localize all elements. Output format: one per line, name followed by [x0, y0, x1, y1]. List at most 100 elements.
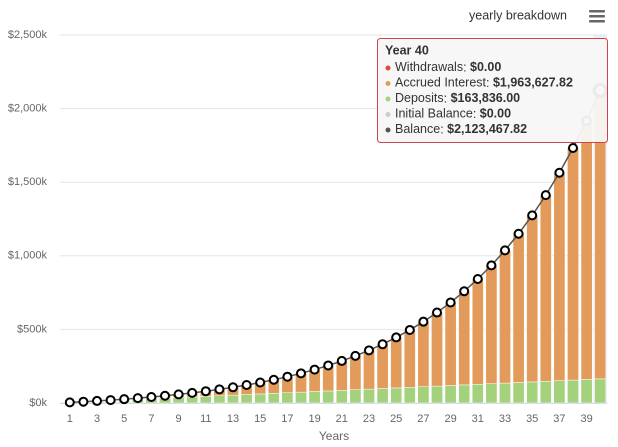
bar-segment: [553, 380, 566, 404]
balance-point: [513, 228, 524, 239]
bar-segment: [553, 172, 566, 381]
tooltip-dot: [385, 127, 391, 133]
x-tick-label: 13: [227, 413, 239, 425]
bar-segment: [322, 390, 335, 404]
bar-segment: [349, 355, 362, 390]
tooltip-item: Accrued Interest: $1,963,627.82: [395, 76, 573, 90]
balance-point: [445, 297, 456, 308]
bar-segment: [363, 388, 375, 404]
bar-segment: [267, 393, 280, 404]
tooltip-name: Balance: [395, 122, 440, 136]
balance-point: [472, 273, 483, 284]
balance-point: [500, 245, 510, 256]
balance-point: [78, 396, 89, 407]
tooltip-box: [377, 38, 608, 143]
balance-point: [200, 386, 211, 397]
x-tick-label: 37: [553, 413, 565, 425]
y-tick-label: $0k: [29, 397, 47, 409]
x-tick-label: 19: [308, 413, 320, 425]
tooltip-dot: [385, 65, 391, 71]
x-tick-label: 7: [148, 413, 154, 425]
balance-point: [540, 190, 551, 201]
balance-point: [187, 387, 198, 398]
tooltip-dot: [385, 81, 391, 86]
balance-point: [160, 390, 170, 401]
bar-segment: [199, 396, 212, 404]
balance-point: [255, 377, 266, 388]
bar-segment: [499, 250, 511, 384]
balance-point: [486, 260, 497, 271]
menu-bar[interactable]: [589, 15, 605, 18]
balance-point: [282, 371, 293, 382]
balance-point: [296, 368, 306, 379]
tooltip-title: Year 40: [385, 43, 429, 57]
tooltip: Year 40 Withdrawals: $0.00 Accrued Interes…: [377, 38, 608, 143]
bar-segment: [594, 378, 607, 404]
bar-segment: [417, 386, 430, 404]
menu-icon[interactable]: [589, 10, 605, 23]
balance-point: [350, 350, 361, 361]
bar-segment: [295, 391, 307, 404]
x-tick-label: 9: [176, 413, 182, 425]
tooltip-item: Initial Balance: $0.00: [395, 107, 511, 121]
x-tick-label: 29: [444, 413, 456, 425]
x-tick-label: 5: [121, 413, 127, 425]
bar-segment: [390, 387, 403, 404]
balance-point: [527, 210, 538, 221]
bar-segment: [444, 302, 457, 386]
tooltip-name: Initial Balance: [395, 107, 473, 121]
bar-segment: [240, 394, 253, 404]
tooltip-item: Withdrawals: $0.00: [395, 60, 501, 74]
menu-bar[interactable]: [589, 20, 605, 23]
tooltip-value: $0.00: [470, 60, 501, 74]
y-tick-label: $1,500k: [8, 176, 48, 188]
bar-segment: [444, 385, 457, 404]
tooltip-dot: [385, 112, 391, 117]
bar-segment: [580, 379, 593, 404]
tooltip-name: Withdrawals: [395, 60, 463, 74]
balance-point: [92, 395, 102, 406]
x-tick-label: 11: [200, 413, 211, 425]
balance-point: [432, 307, 442, 318]
bar-segment: [227, 394, 239, 404]
bar-segment: [485, 265, 498, 384]
bar-segment: [471, 278, 484, 385]
bar-segment: [471, 384, 484, 404]
x-tick-label: 25: [390, 413, 402, 425]
x-tick-label: 17: [281, 413, 293, 425]
x-tick-label: 35: [526, 413, 538, 425]
balance-point: [323, 360, 334, 371]
x-tick-label: 23: [363, 413, 375, 425]
bar-segment: [526, 215, 539, 383]
bar-segment: [417, 321, 430, 387]
y-tick-label: $2,500k: [8, 29, 48, 41]
tooltip-dot: [385, 96, 391, 102]
balance-point: [404, 324, 415, 335]
bar-segment: [363, 350, 375, 390]
bar-segment: [281, 392, 294, 404]
bar-segment: [254, 393, 267, 404]
bar-segment: [349, 389, 362, 404]
x-tick-label: 33: [499, 413, 511, 425]
balance-point: [364, 345, 374, 356]
bar-segment: [485, 383, 498, 404]
tooltip-value: $2,123,467.82: [447, 122, 527, 136]
menu-bar[interactable]: [589, 10, 605, 13]
x-axis-title: Years: [319, 429, 349, 443]
bar-segment: [431, 385, 443, 404]
tooltip-value: $1,963,627.82: [493, 76, 573, 90]
y-tick-label: $2,000k: [8, 103, 48, 115]
bar-segment: [458, 384, 471, 404]
bar-segment: [512, 382, 525, 404]
balance-point: [377, 339, 388, 350]
bar-segment: [403, 387, 416, 404]
tooltip-item: Balance: $2,123,467.82: [395, 122, 527, 136]
balance-point: [228, 382, 238, 393]
balance-point: [568, 143, 578, 154]
x-tick-label: 31: [472, 413, 484, 425]
balance-point: [268, 374, 279, 385]
bar-segment: [499, 382, 511, 404]
balance-point: [309, 364, 320, 375]
bar-segment: [539, 194, 552, 382]
